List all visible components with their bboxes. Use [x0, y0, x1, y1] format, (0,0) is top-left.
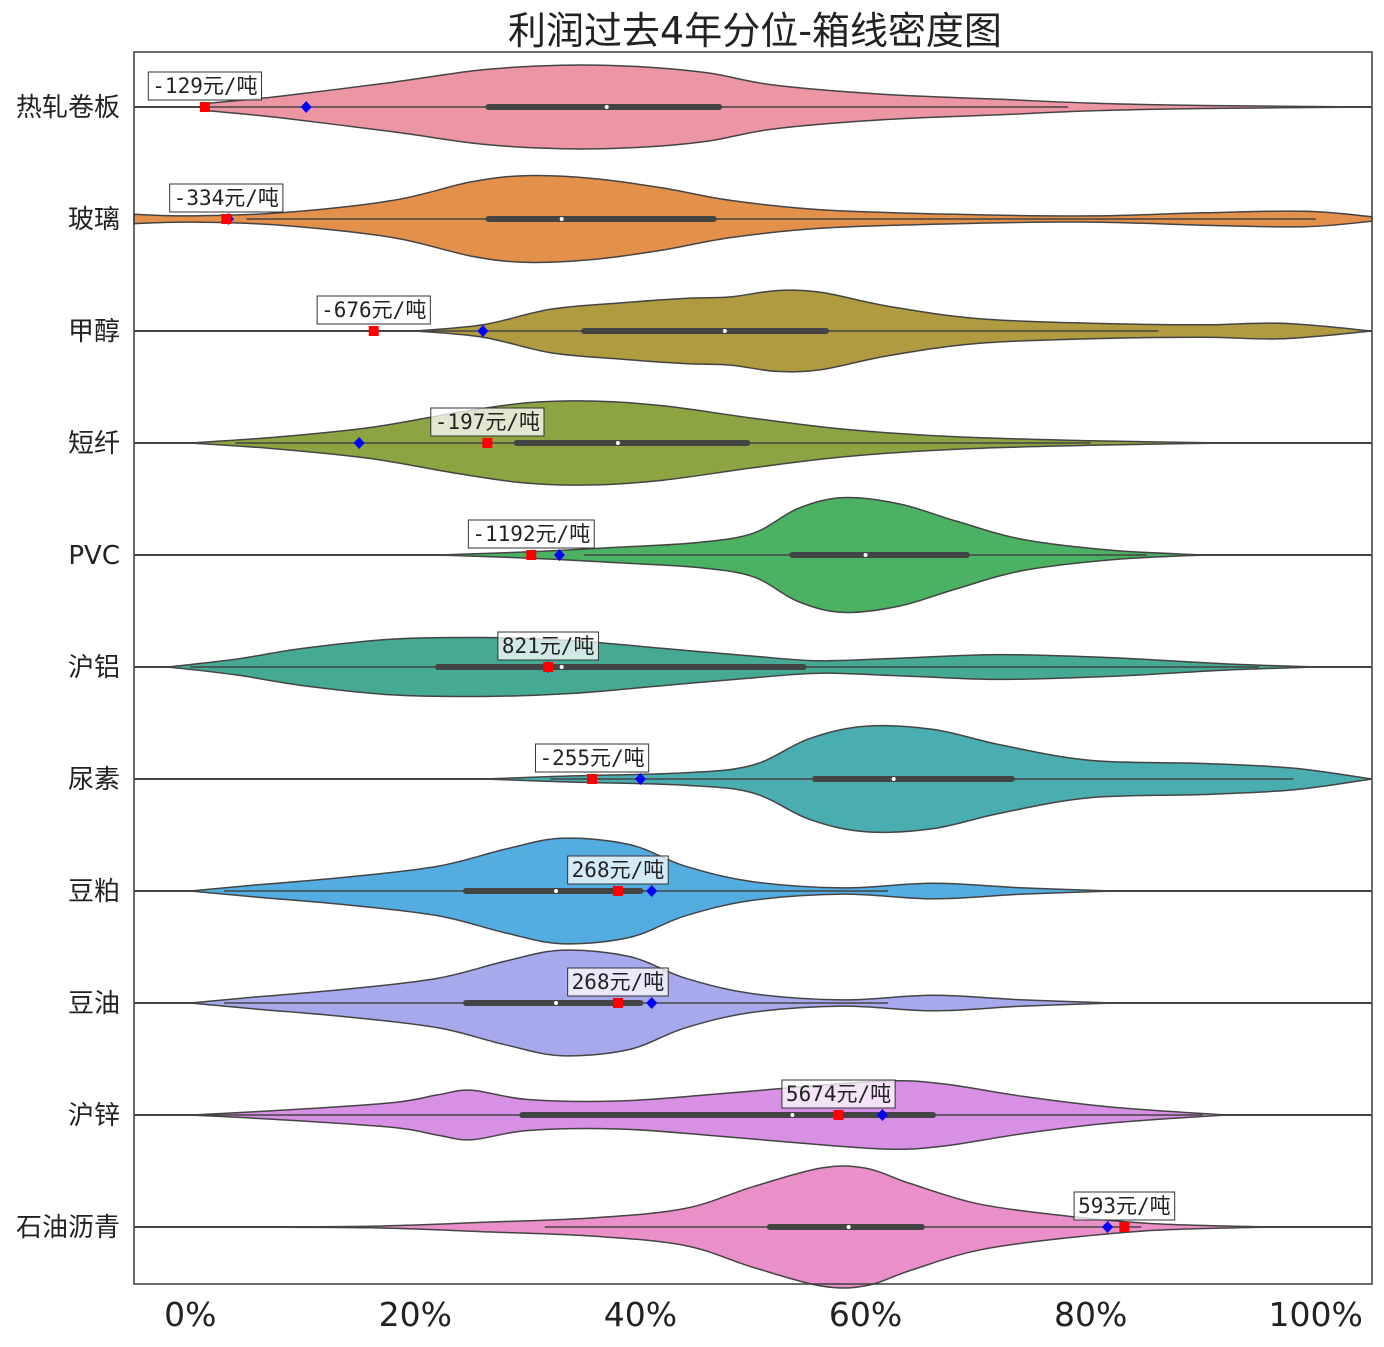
annotation-box-series-0 [147, 71, 263, 101]
violin-median-series-2 [722, 329, 727, 333]
y-tick-label-series-9: 沪锌 [68, 1101, 120, 1131]
annotation-box-series-7 [567, 855, 669, 885]
marker-layer [199, 101, 1130, 1233]
reference-marker-series-9 [876, 1109, 888, 1121]
annotation-box-series-5 [497, 631, 599, 661]
x-tick-label-4: 80% [1054, 1295, 1127, 1334]
annotation-series-2: -676元/吨 [316, 295, 431, 325]
annotation-text-series-2: -676元/吨 [321, 298, 426, 322]
plot-frame [133, 51, 1373, 1285]
violin-median-series-9 [790, 1113, 795, 1117]
annotation-text-series-1: -334元/吨 [174, 186, 279, 210]
annotation-text-series-7: 268元/吨 [572, 858, 665, 882]
annotation-text-series-3: -197元/吨 [435, 410, 540, 434]
annotation-series-10: 593元/吨 [1073, 1191, 1176, 1221]
current-marker-series-3 [482, 438, 493, 448]
y-tick-label-series-3: 短纤 [68, 429, 120, 459]
plot-area [133, 64, 1373, 1289]
violin-median-series-4 [863, 553, 868, 557]
violin-median-series-5 [559, 665, 564, 669]
annotation-box-series-3 [430, 407, 545, 437]
annotation-text-series-4: -1192元/吨 [472, 522, 590, 546]
annotation-series-5: 821元/吨 [497, 631, 599, 661]
violin-median-series-7 [554, 889, 559, 893]
x-tick-label-5: 100% [1269, 1295, 1363, 1334]
annotation-series-3: -197元/吨 [430, 407, 545, 437]
y-tick-label-series-7: 豆粕 [68, 877, 120, 907]
annotation-text-series-10: 593元/吨 [1078, 1194, 1171, 1218]
annotation-text-series-0: -129元/吨 [152, 74, 257, 98]
current-marker-series-4 [526, 550, 537, 560]
annotation-text-series-6: -255元/吨 [539, 746, 644, 770]
reference-marker-series-8 [646, 997, 658, 1009]
current-marker-series-6 [587, 774, 598, 784]
annotation-series-9: 5674元/吨 [781, 1079, 896, 1109]
x-tick-label-1: 20% [379, 1295, 452, 1334]
annotation-text-series-9: 5674元/吨 [786, 1082, 891, 1106]
current-marker-series-10 [1119, 1222, 1130, 1232]
x-tick-label-3: 60% [829, 1295, 902, 1334]
reference-marker-series-6 [634, 773, 646, 785]
reference-marker-series-4 [553, 549, 565, 561]
annotation-series-4: -1192元/吨 [467, 519, 595, 549]
annotation-series-0: -129元/吨 [147, 71, 263, 101]
reference-marker-series-3 [353, 437, 365, 449]
x-tick-label-0: 0% [164, 1295, 216, 1334]
current-marker-series-8 [612, 998, 623, 1008]
reference-marker-series-7 [646, 885, 658, 897]
annotation-box-series-10 [1073, 1191, 1176, 1221]
violin-median-series-1 [559, 217, 564, 221]
y-tick-label-series-8: 豆油 [68, 989, 120, 1019]
annotation-text-series-5: 821元/吨 [502, 634, 595, 658]
annotation-box-series-8 [567, 967, 669, 997]
reference-marker-series-10 [1102, 1221, 1114, 1233]
violin-median-series-8 [554, 1001, 559, 1005]
current-marker-series-0 [199, 102, 210, 112]
annotation-series-7: 268元/吨 [567, 855, 669, 885]
y-tick-label-series-10: 石油沥青 [16, 1213, 120, 1243]
violin-median-series-0 [604, 105, 609, 109]
y-tick-label-series-0: 热轧卷板 [16, 93, 120, 123]
violin-median-series-10 [846, 1225, 851, 1229]
current-marker-series-9 [833, 1110, 844, 1120]
annotation-box-series-1 [169, 183, 284, 213]
current-marker-series-2 [368, 326, 379, 336]
annotation-box-series-2 [316, 295, 431, 325]
y-tick-label-series-6: 尿素 [68, 765, 120, 795]
x-tick-label-2: 40% [604, 1295, 677, 1334]
violin-median-series-3 [615, 441, 620, 445]
chart-title: 利润过去4年分位-箱线密度图 [508, 9, 1002, 53]
reference-marker-series-2 [477, 325, 489, 337]
annotation-box-series-9 [781, 1079, 896, 1109]
annotation-series-6: -255元/吨 [534, 743, 650, 773]
annotation-series-8: 268元/吨 [567, 967, 669, 997]
y-tick-label-series-4: PVC [68, 541, 120, 571]
x-tick-labels: 0% 20% 40% 60% 80% 100% [164, 1295, 1363, 1334]
violin-median-series-6 [891, 777, 896, 781]
annotation-text-series-8: 268元/吨 [572, 970, 665, 994]
annotation-series-1: -334元/吨 [169, 183, 284, 213]
reference-marker-series-0 [300, 101, 312, 113]
y-tick-label-series-1: 玻璃 [68, 205, 120, 235]
annotation-layer: -129元/吨 -334元/吨 -676元/吨 -197元/吨 -1192元/吨 821元… [147, 71, 1176, 1221]
current-marker-series-7 [612, 886, 623, 896]
current-marker-series-1 [221, 214, 232, 224]
annotation-box-series-4 [467, 519, 595, 549]
y-tick-label-series-2: 甲醇 [68, 317, 120, 347]
current-marker-series-5 [543, 662, 554, 672]
annotation-box-series-6 [534, 743, 650, 773]
y-tick-label-series-5: 沪铝 [68, 653, 120, 683]
